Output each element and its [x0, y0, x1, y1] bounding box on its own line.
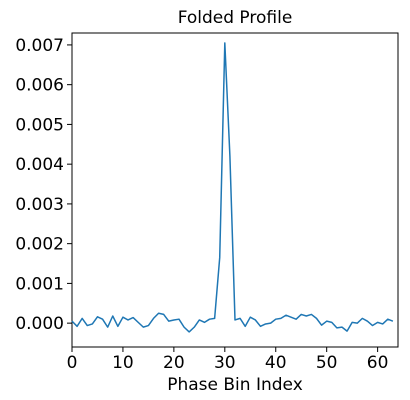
- y-tick-label: 0.001: [15, 274, 64, 294]
- x-tick-label: 20: [163, 353, 185, 373]
- x-tick-label: 30: [214, 353, 236, 373]
- x-axis: 0 10 20 30 40 50 60: [67, 347, 389, 373]
- x-tick-label: 40: [265, 353, 287, 373]
- x-tick-label: 10: [112, 353, 134, 373]
- y-axis: 0.000 0.001 0.002 0.003 0.004 0.005 0.006 0.007: [15, 36, 72, 334]
- x-tick-label: 60: [367, 353, 389, 373]
- y-tick-label: 0.007: [15, 36, 64, 56]
- y-tick-label: 0.006: [15, 76, 64, 96]
- plot-area: [71, 32, 399, 348]
- y-tick-label: 0.005: [15, 115, 64, 135]
- series-line: [71, 42, 394, 333]
- x-tick-label: 50: [316, 353, 338, 373]
- y-tick-label: 0.002: [15, 235, 64, 255]
- chart-title: Folded Profile: [178, 8, 293, 28]
- y-tick-label: 0.003: [15, 195, 64, 215]
- plot-frame: [71, 32, 399, 348]
- x-tick-label: 0: [67, 353, 78, 373]
- y-tick-label: 0.000: [15, 314, 64, 334]
- y-tick-label: 0.004: [15, 155, 64, 175]
- x-axis-label: Phase Bin Index: [167, 375, 303, 395]
